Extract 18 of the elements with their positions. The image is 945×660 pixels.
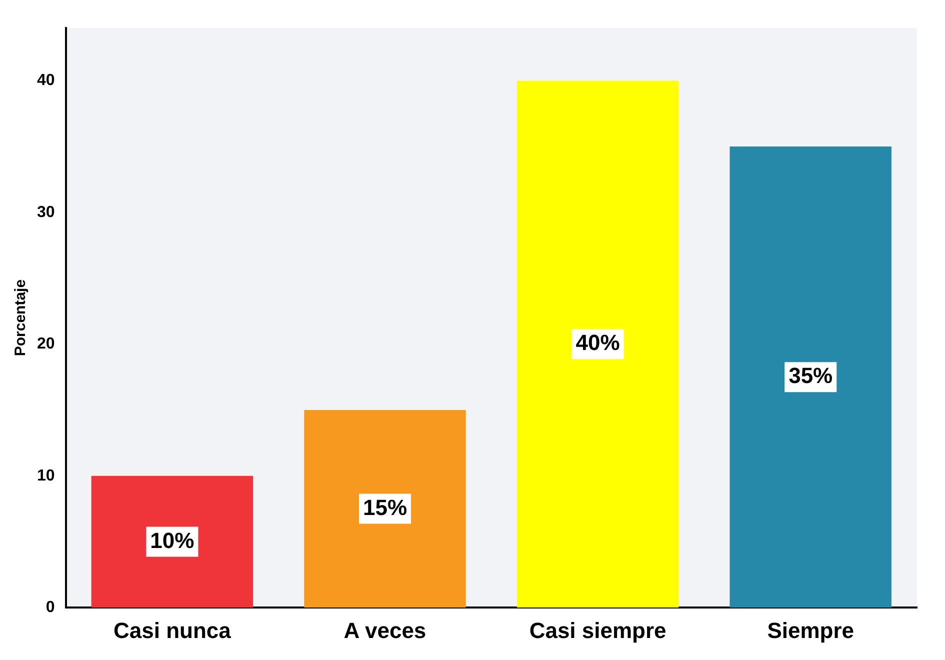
data-label: 35% [788, 363, 833, 388]
y-tick-label: 30 [37, 204, 55, 221]
bar [730, 146, 892, 608]
data-label: 10% [150, 528, 194, 553]
x-tick-label: Casi nunca [114, 618, 232, 643]
x-tick-label: Siempre [767, 618, 854, 643]
data-label: 40% [576, 330, 620, 356]
data-label: 15% [362, 494, 408, 520]
bar [516, 80, 679, 608]
y-axis-title: Porcentaje [12, 279, 30, 356]
y-tick-label: 0 [46, 599, 55, 616]
y-tick-label: 40 [37, 72, 55, 90]
bar [304, 410, 466, 608]
y-tick-label: 10 [37, 467, 55, 484]
bar [91, 476, 254, 608]
x-tick-label: Casi siempre [529, 618, 666, 643]
x-tick-label: A veces [344, 618, 426, 643]
y-tick-label: 20 [37, 336, 55, 353]
